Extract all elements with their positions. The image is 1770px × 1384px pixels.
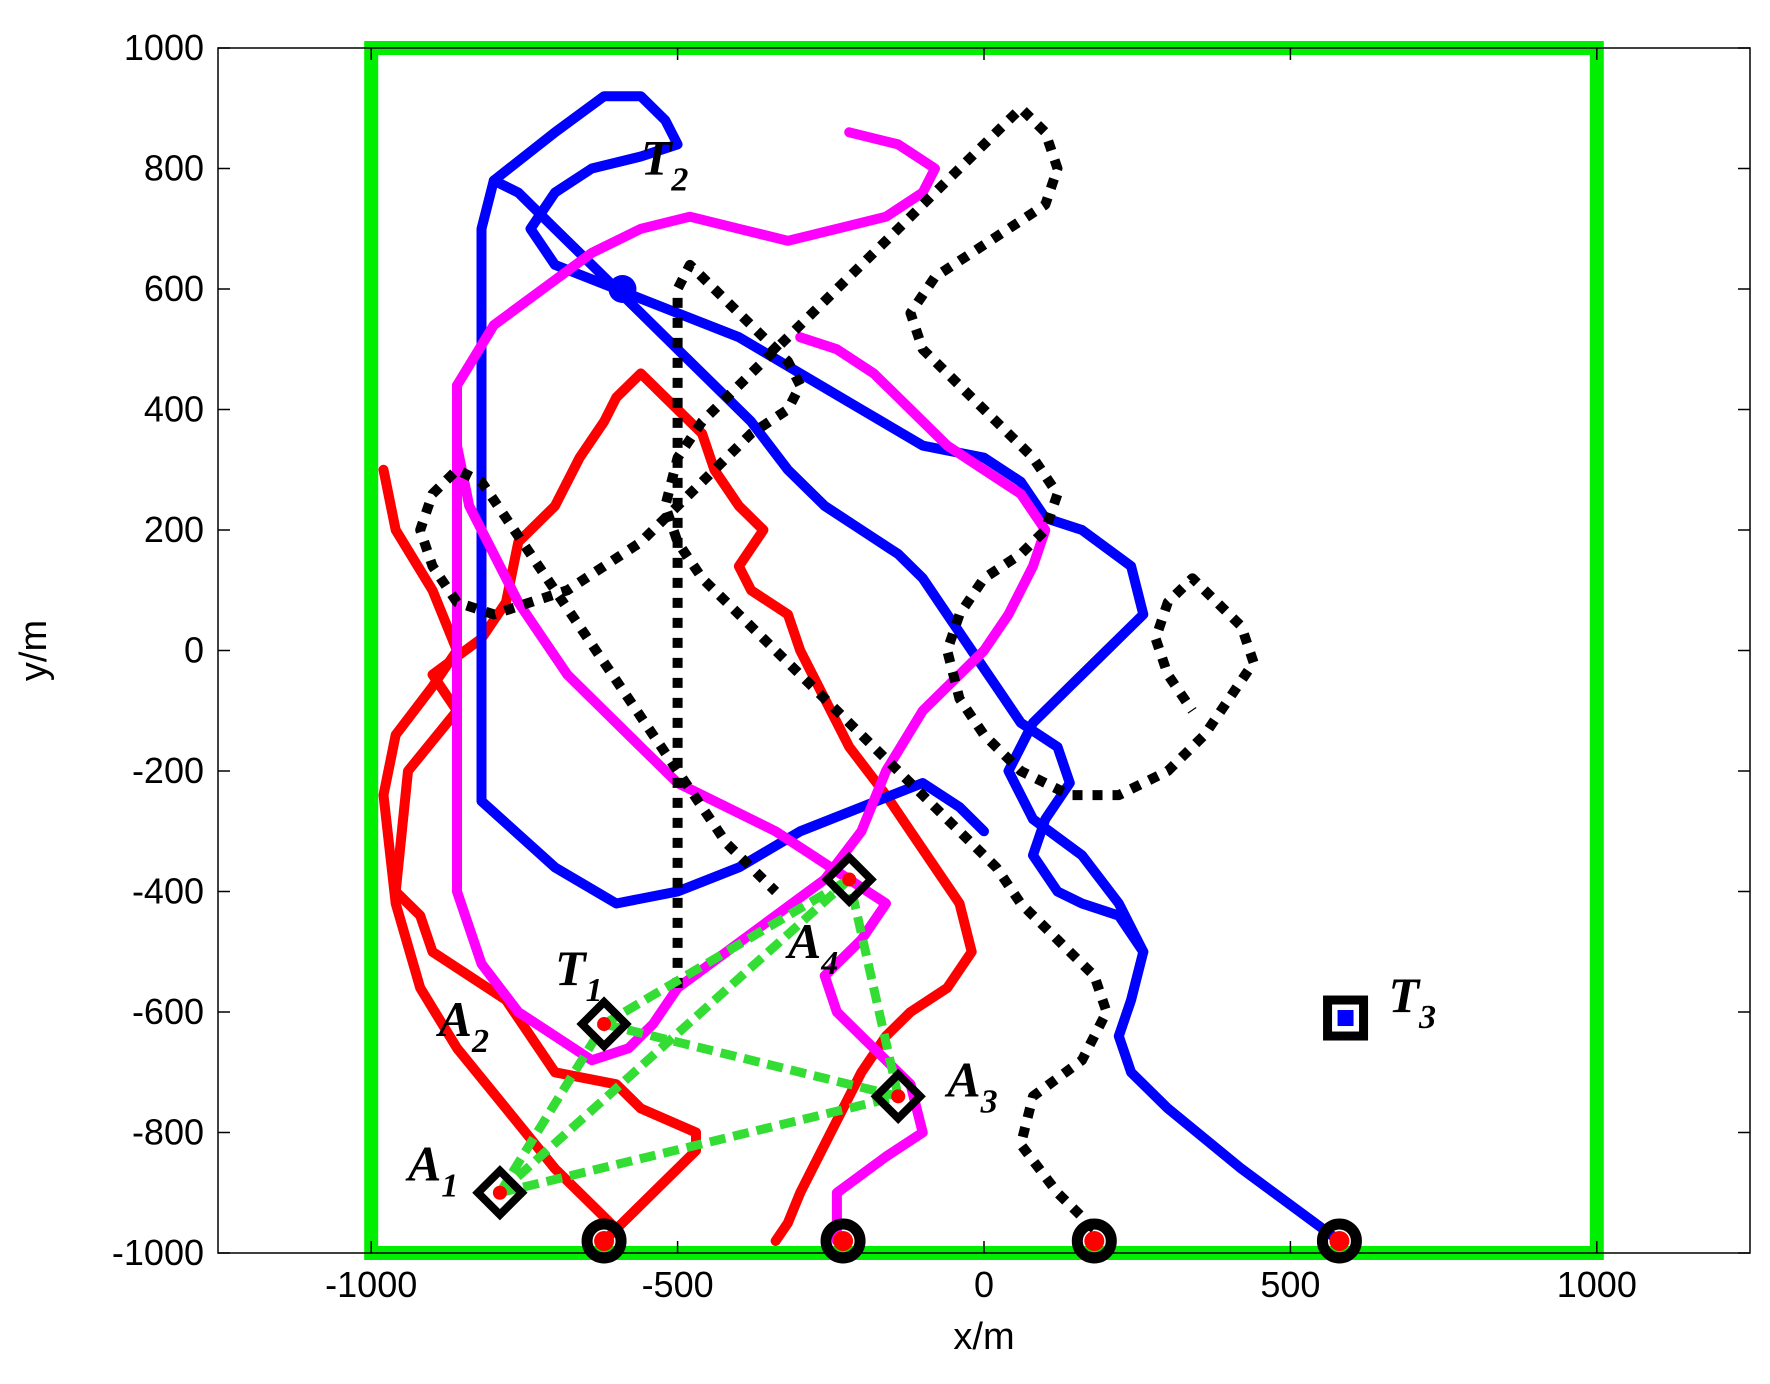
annotation-subscript: 3 <box>980 1083 998 1120</box>
annotation-main: A <box>944 1051 980 1107</box>
agent-link-A3-A4 <box>844 878 903 1098</box>
series-line-8 <box>415 259 806 988</box>
series-line-3 <box>476 175 1345 1246</box>
x-tick-label: -1000 <box>325 1264 417 1305</box>
annotation-T2: T2 <box>641 130 689 199</box>
series-line-4 <box>488 91 1149 957</box>
x-tick-label: -500 <box>642 1264 714 1305</box>
target-marker-T3-fill <box>1337 1010 1354 1027</box>
agent-dot-A4 <box>842 872 857 887</box>
agent-link-A1-A2 <box>496 1021 608 1196</box>
target-marker-T3 <box>1323 995 1369 1041</box>
y-tick-label: 800 <box>144 148 204 189</box>
agent-link-A1-A3 <box>498 1091 900 1198</box>
agent-marker-A3 <box>870 1068 926 1125</box>
series-line-7 <box>660 103 1259 1233</box>
y-tick-label: 400 <box>144 389 204 430</box>
annotation-main: T <box>555 940 588 996</box>
annotation-subscript: 1 <box>586 972 603 1009</box>
annotation-A1: A1 <box>405 1136 458 1205</box>
y-tick-label: -1000 <box>112 1232 204 1273</box>
agent-link-A1-A4 <box>496 876 853 1197</box>
y-tick-label: -600 <box>132 991 204 1032</box>
y-tick-label: -200 <box>132 750 204 791</box>
start-marker-ring-1 <box>581 1218 627 1264</box>
agent-dot-A1 <box>492 1185 507 1200</box>
annotation-subscript: 2 <box>670 162 688 199</box>
annotation-A3: A3 <box>944 1051 997 1120</box>
y-axis-label: y/m <box>13 620 55 681</box>
start-marker-ring-4 <box>1316 1218 1362 1264</box>
annotation-A2: A2 <box>436 991 489 1060</box>
x-tick-label: 500 <box>1260 1264 1320 1305</box>
annotation-subscript: 4 <box>820 945 838 982</box>
series-line-6 <box>452 332 1051 1066</box>
agent-marker-A1 <box>472 1165 528 1221</box>
target-marker-T2 <box>608 275 637 303</box>
annotation-T3: T3 <box>1388 967 1436 1036</box>
agent-link-A2-A3 <box>602 1019 900 1101</box>
annotation-A4: A4 <box>785 913 838 982</box>
annotation-subscript: 2 <box>471 1023 489 1060</box>
start-marker-dot-4 <box>1329 1230 1350 1251</box>
annotation-main: T <box>641 130 674 186</box>
x-tick-label: 1000 <box>1557 1264 1637 1305</box>
annotation-main: A <box>785 913 821 969</box>
annotation-main: A <box>405 1136 441 1192</box>
start-marker-ring-2 <box>820 1218 866 1264</box>
x-tick-label: 0 <box>974 1264 994 1305</box>
y-tick-label: 200 <box>144 509 204 550</box>
start-marker-dot-3 <box>1084 1230 1105 1251</box>
y-tick-label: -800 <box>132 1112 204 1153</box>
agent-dot-A3 <box>891 1089 906 1104</box>
marker-layer <box>472 275 1369 1264</box>
annotation-subscript: 1 <box>441 1168 458 1205</box>
agent-marker-A4 <box>821 851 877 908</box>
y-tick-label: 1000 <box>124 27 204 68</box>
y-tick-label: 600 <box>144 268 204 309</box>
series-line-2 <box>378 464 622 1234</box>
y-tick-label: 0 <box>184 630 204 671</box>
start-marker-dot-2 <box>833 1230 854 1251</box>
axes-layer: -1000 -500 0 500 1000 -1000 -800 -600 -400 -200 0 2… <box>112 27 1751 1305</box>
series-line-5 <box>452 127 940 1246</box>
start-marker-ring-3 <box>1071 1218 1117 1264</box>
x-axis-label: x/m <box>953 1316 1014 1358</box>
start-marker-dot-1 <box>594 1230 615 1251</box>
annotation-main: A <box>436 991 472 1047</box>
series-line-1 <box>390 368 977 1246</box>
annotation-subscript: 3 <box>1418 999 1436 1036</box>
annotation-main: T <box>1388 967 1421 1023</box>
agent-dot-A2 <box>597 1017 612 1032</box>
annotation-T1: T1 <box>555 940 603 1009</box>
agent-marker-A2 <box>576 996 632 1052</box>
y-tick-label: -400 <box>132 871 204 912</box>
series-layer <box>378 91 1345 1246</box>
